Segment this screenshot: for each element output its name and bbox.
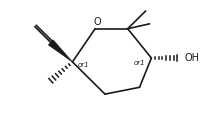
Text: or1: or1 <box>134 60 145 66</box>
Text: or1: or1 <box>77 62 89 68</box>
Text: O: O <box>93 17 101 27</box>
Text: OH: OH <box>185 53 200 63</box>
Polygon shape <box>48 40 72 62</box>
